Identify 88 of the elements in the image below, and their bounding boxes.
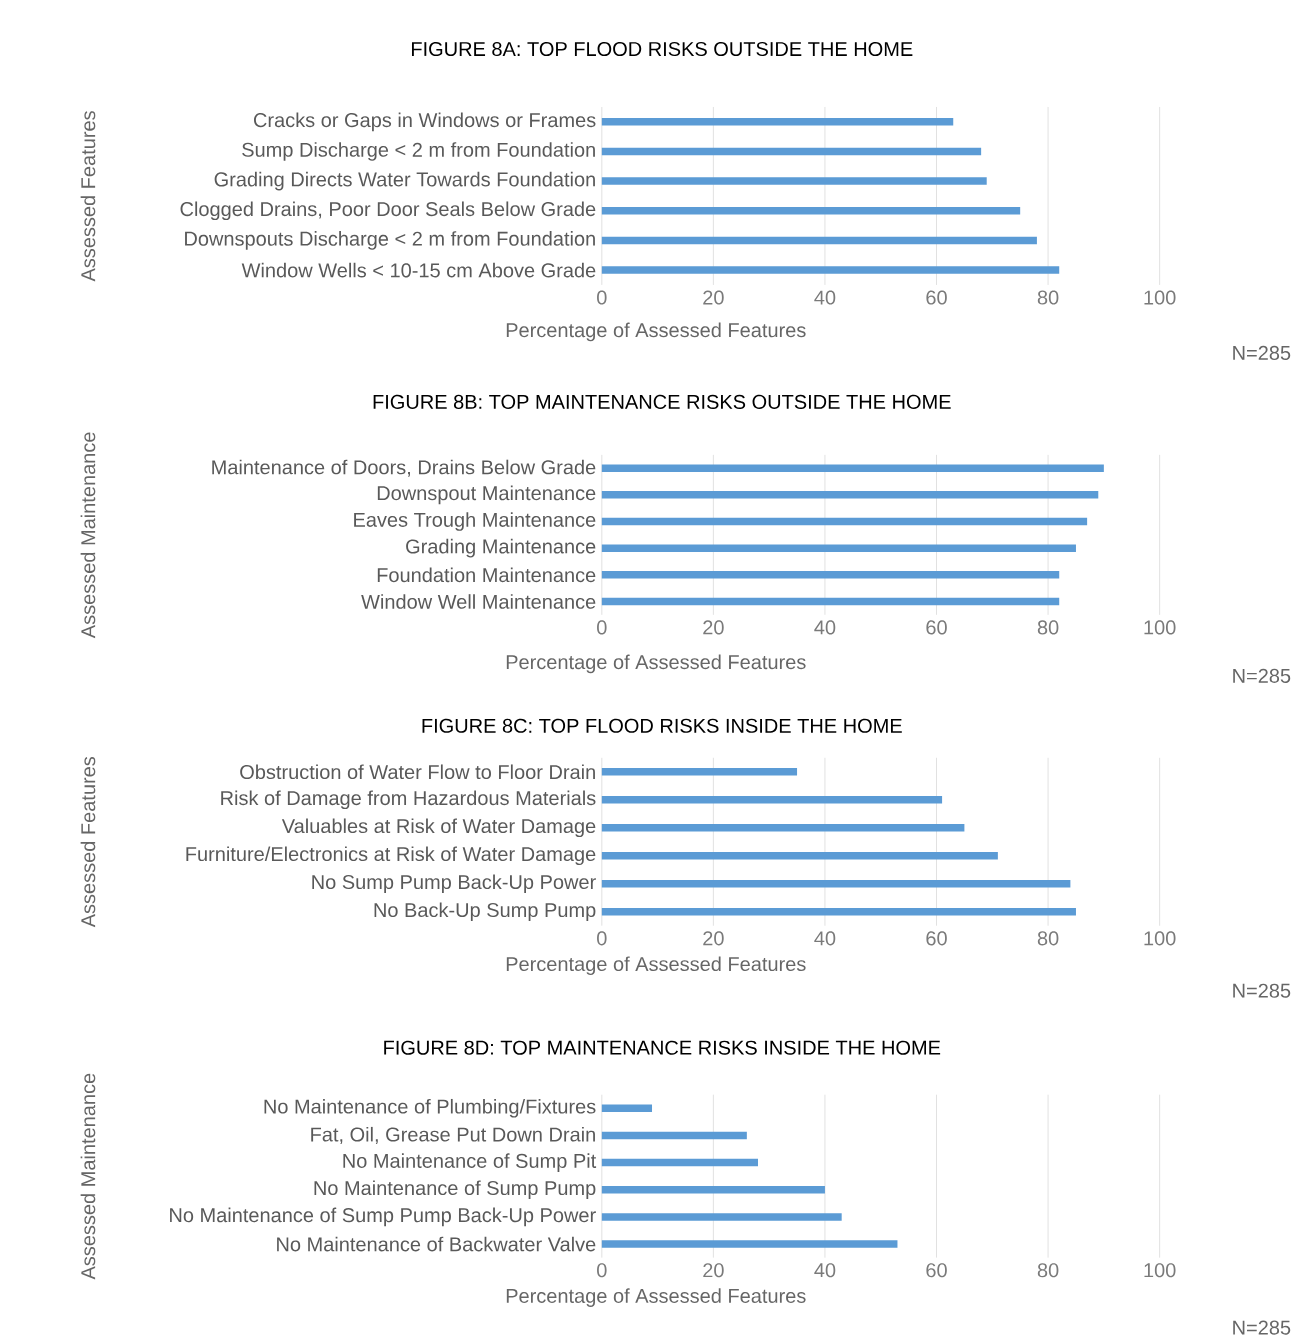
y-tick-label: Window Well Maintenance [361,594,596,609]
y-axis-title: Assessed Maintenance [80,1073,96,1280]
x-tick-label: 60 [926,290,948,305]
y-tick-label: No Maintenance of Plumbing/Fixtures [264,1098,596,1118]
x-tick-label: 80 [1038,1263,1059,1278]
x-tick-label: 80 [1038,290,1059,305]
bar [602,1104,653,1113]
y-tick-label: Downspouts Discharge < 2 m from Foundation [185,231,596,250]
bar [602,796,943,804]
x-tick-label: 20 [703,290,724,305]
x-tick-label: 0 [597,620,607,635]
bar [602,544,1077,552]
bar [602,571,1060,579]
bar [602,147,982,156]
bar [602,236,1038,245]
y-tick-label: No Back-Up Sump Pump [374,902,596,922]
x-tick-label: 80 [1038,931,1059,946]
bar [602,491,1099,499]
x-axis-title: Percentage of Assessed Features [507,1288,806,1307]
x-tick-label: 40 [814,290,836,305]
x-tick-label: 80 [1038,620,1059,635]
y-tick-label: Risk of Damage from Hazardous Materials [221,790,596,810]
chart-title: FIGURE 8D: TOP MAINTENANCE RISKS INSIDE THE HOME [384,1040,941,1055]
y-axis-title: Assessed Features [80,111,96,282]
x-tick-label: 40 [814,931,836,946]
bar [602,118,954,126]
chart-title: FIGURE 8B: TOP MAINTENANCE RISKS OUTSIDE THE HOME [373,394,951,409]
y-tick-label: Grading Maintenance [406,538,596,558]
bar [602,1213,842,1221]
bar [602,907,1077,916]
x-tick-label: 40 [814,620,836,635]
x-tick-label: 60 [926,931,948,946]
x-tick-label: 100 [1144,290,1176,305]
bar [602,266,1060,274]
bar [602,879,1071,888]
x-tick-label: 20 [703,1263,724,1278]
text: N=285 [1233,1320,1291,1335]
text: N=285 [1233,668,1291,683]
y-tick-label: Valuables at Risk of Water Damage [282,818,596,838]
y-tick-label: No Sump Pump Back-Up Power [312,874,597,894]
bar [602,768,798,776]
y-tick-label: Maintenance of Doors, Drains Below Grade [212,459,596,477]
bar [602,1185,826,1194]
y-tick-label: No Maintenance of Sump Pit [343,1153,597,1172]
bar [602,1158,759,1167]
bar [602,824,965,832]
y-tick-label: No Maintenance of Backwater Valve [277,1236,596,1252]
y-tick-label: Obstruction of Water Flow to Floor Drain [240,764,596,780]
x-axis-title: Percentage of Assessed Features [507,322,806,342]
chart-title: FIGURE 8C: TOP FLOOD RISKS INSIDE THE HOME [422,718,903,733]
x-tick-label: 40 [814,1263,836,1278]
y-tick-label: Eaves Trough Maintenance [354,512,596,531]
bar [602,852,999,860]
y-axis-title: Assessed Maintenance [80,432,96,639]
bar [602,597,1060,606]
x-tick-label: 100 [1144,620,1176,635]
y-tick-label: Window Wells < 10-15 cm Above Grade [241,262,596,278]
bar [602,1240,898,1248]
y-axis-title: Assessed Features [80,756,96,928]
y-tick-label: No Maintenance of Sump Pump [314,1180,596,1200]
x-tick-label: 20 [703,620,724,635]
bar [602,177,987,185]
x-tick-label: 60 [926,620,948,635]
bar [602,1131,748,1140]
y-tick-label: Cracks or Gaps in Windows or Frames [254,112,596,132]
y-tick-label: Clogged Drains, Poor Door Seals Below Grade [180,201,596,221]
text: N=285 [1233,345,1291,360]
x-tick-label: 20 [703,931,724,946]
y-tick-label: Furniture/Electronics at Risk of Water Damage [186,846,596,866]
y-tick-label: Downspout Maintenance [378,485,596,505]
x-tick-label: 60 [926,1263,948,1278]
x-tick-label: 100 [1144,1263,1176,1278]
y-tick-label: Foundation Maintenance [378,567,596,583]
y-tick-label: Grading Directs Water Towards Foundation [214,171,596,191]
y-tick-label: Sump Discharge < 2 m from Foundation [242,142,596,161]
x-tick-label: 100 [1144,931,1176,946]
x-tick-label: 0 [597,290,607,305]
x-tick-label: 0 [597,931,607,946]
bar [602,207,1021,215]
chart-title: FIGURE 8A: TOP FLOOD RISKS OUTSIDE THE HOME [412,41,913,57]
bar [602,517,1088,526]
x-axis-title: Percentage of Assessed Features [507,654,806,674]
bar [602,464,1105,472]
x-axis-title: Percentage of Assessed Features [507,956,806,976]
x-tick-label: 0 [597,1263,607,1278]
text: N=285 [1233,983,1291,998]
y-tick-label: No Maintenance of Sump Pump Back-Up Power [170,1207,597,1227]
y-tick-label: Fat, Oil, Grease Put Down Drain [311,1126,596,1144]
